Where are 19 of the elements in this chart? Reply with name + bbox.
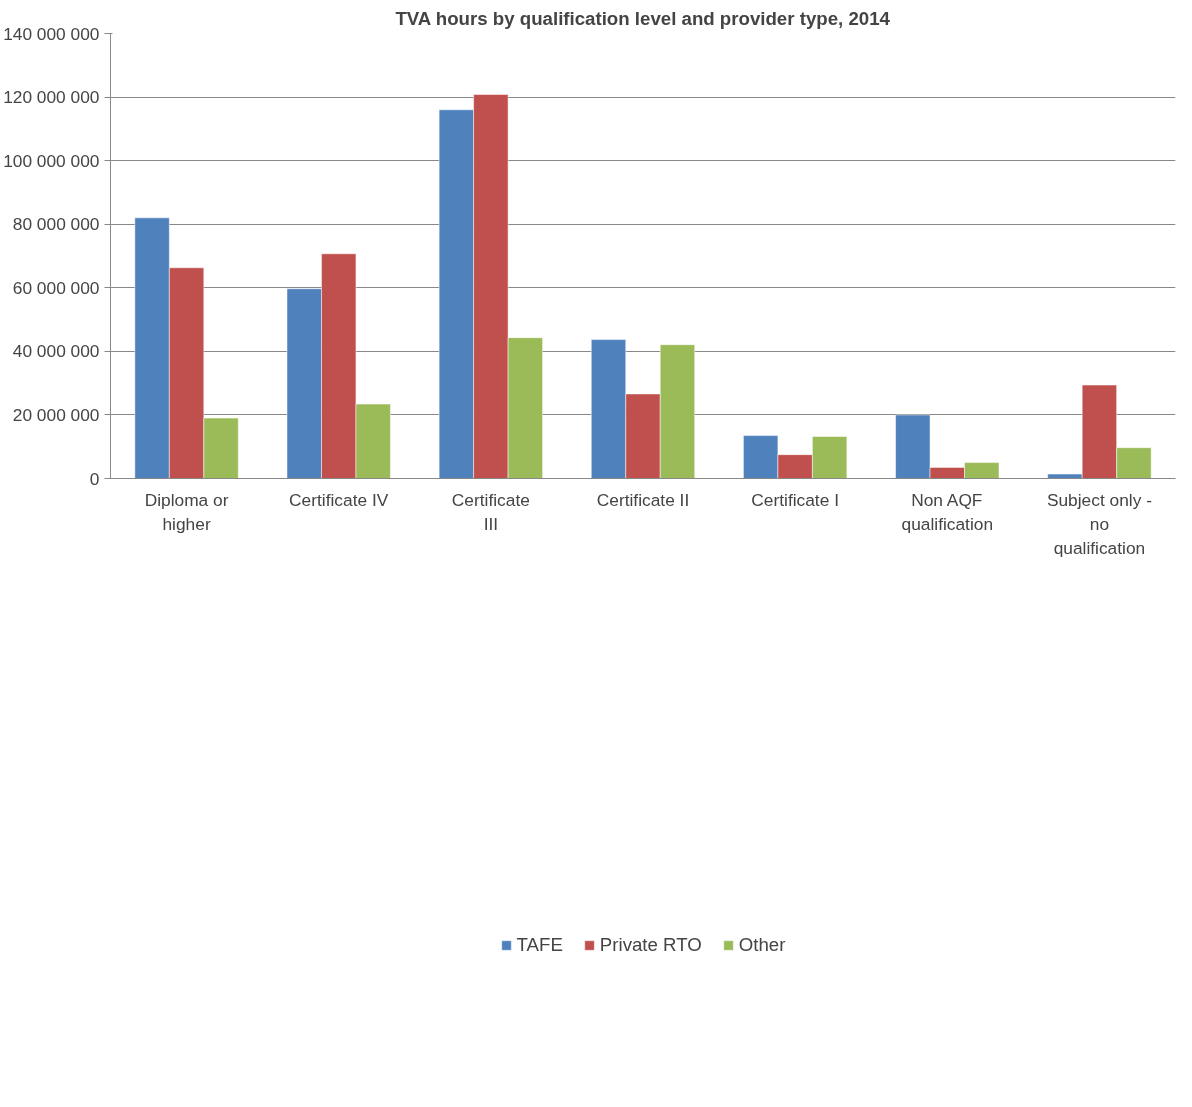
x-tick-label: Non AQF qualification	[901, 489, 994, 534]
x-tick-label: Diploma or higher	[144, 489, 229, 534]
y-tick-label: 0	[89, 468, 100, 489]
y-tick-label: 100 000 000	[3, 150, 100, 171]
x-tick-label: Subject only - no qualification	[1046, 489, 1152, 558]
x-tick-label: Certificate II	[596, 489, 690, 510]
legend-label: TAFE	[516, 933, 563, 956]
y-tick-label: 20 000 000	[12, 404, 100, 425]
legend-label: Other	[738, 933, 786, 956]
x-tick-label: Certificate IV	[289, 489, 389, 510]
y-tick-label: 140 000 000	[3, 23, 100, 44]
legend-label: Private RTO	[599, 933, 702, 956]
chart-title: TVA hours by qualification level and provider type, 2014	[395, 7, 891, 29]
y-tick-label: 40 000 000	[12, 341, 100, 362]
y-tick-label: 120 000 000	[3, 87, 100, 108]
x-tick-label: Certificate I	[751, 489, 839, 510]
x-tick-label: Certificate III	[451, 489, 530, 534]
y-tick-label: 60 000 000	[12, 277, 100, 298]
y-tick-label: 80 000 000	[12, 214, 100, 235]
